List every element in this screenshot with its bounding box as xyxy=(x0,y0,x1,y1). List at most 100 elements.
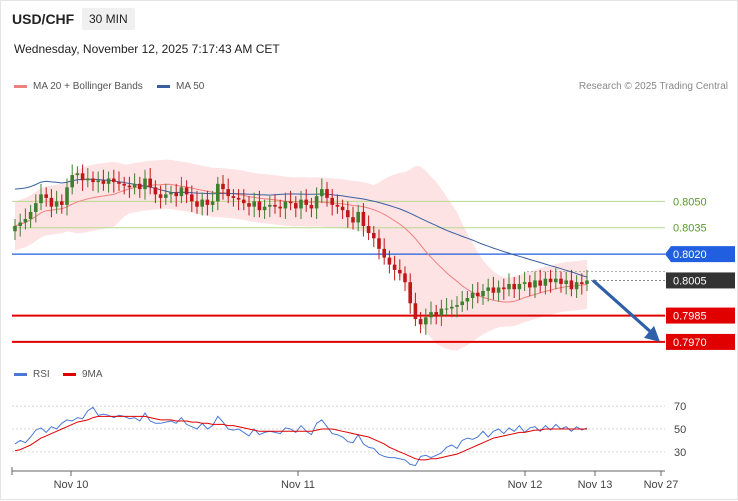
candle xyxy=(424,308,428,335)
candle xyxy=(221,175,225,200)
candle xyxy=(257,190,262,218)
candle-body xyxy=(179,187,184,197)
level-label: 0.8020 xyxy=(673,249,707,261)
candle-body xyxy=(418,319,423,325)
candle xyxy=(533,271,537,299)
candle-body xyxy=(257,201,262,211)
candle-body xyxy=(413,303,418,320)
candle xyxy=(548,269,553,293)
candle xyxy=(340,199,345,219)
candle-body xyxy=(294,203,298,209)
candle-body xyxy=(190,194,194,202)
candle-body xyxy=(143,178,147,190)
candle xyxy=(538,269,542,293)
candle-body xyxy=(522,282,527,284)
candle-body xyxy=(231,196,236,198)
candle-body xyxy=(543,278,548,286)
candle xyxy=(18,213,22,237)
candle xyxy=(242,189,246,211)
level-label: 0.7985 xyxy=(673,311,707,323)
candle xyxy=(80,164,85,191)
candle xyxy=(481,283,485,306)
candle xyxy=(49,189,54,218)
candle xyxy=(314,187,319,219)
candle-body xyxy=(195,201,199,207)
candle-body xyxy=(408,282,412,304)
candle-body xyxy=(351,217,355,223)
candle xyxy=(153,180,158,204)
candle-body xyxy=(184,187,189,195)
candle xyxy=(372,225,376,248)
candle xyxy=(455,296,459,318)
rsi-ma-swatch xyxy=(63,373,76,376)
candle xyxy=(408,273,412,314)
candle-body xyxy=(283,201,288,209)
candle xyxy=(34,194,38,223)
legend-rsi-ma-label: 9MA xyxy=(82,369,103,380)
candle xyxy=(403,266,407,291)
candle xyxy=(335,194,340,214)
ma50-swatch xyxy=(157,85,170,88)
candle-body xyxy=(455,305,459,307)
rsi-swatch xyxy=(14,373,27,376)
candle xyxy=(247,196,251,216)
candle xyxy=(65,178,69,216)
candle xyxy=(502,278,506,300)
candle xyxy=(148,168,152,195)
candle-body xyxy=(158,194,163,198)
candle-body xyxy=(398,269,402,274)
candle-body xyxy=(574,282,579,290)
credit-label: Research © 2025 Trading Central xyxy=(578,81,728,92)
candle-body xyxy=(304,199,308,205)
candle xyxy=(278,199,282,218)
candle-body xyxy=(372,233,376,239)
level-label: 0.8005 xyxy=(673,275,707,287)
candle xyxy=(273,194,277,214)
candle-body xyxy=(460,301,464,306)
candle-body xyxy=(554,278,558,283)
candle-body xyxy=(39,194,43,204)
candle-body xyxy=(34,203,38,212)
candle-body xyxy=(127,185,132,188)
candle xyxy=(268,196,272,218)
candle xyxy=(429,301,433,325)
candle-body xyxy=(80,173,85,181)
x-tick-label: Nov 27 xyxy=(644,479,679,491)
candle-body xyxy=(86,178,90,181)
candle-body xyxy=(268,204,272,207)
ma20-swatch xyxy=(14,85,27,88)
candle-body xyxy=(325,189,329,198)
candle-body xyxy=(216,183,220,202)
candle xyxy=(205,190,210,216)
x-tick-label: Nov 12 xyxy=(508,479,543,491)
candle xyxy=(543,271,548,295)
timeframe-badge[interactable]: 30 MIN xyxy=(82,8,135,30)
candle-body xyxy=(75,173,80,176)
candle xyxy=(70,164,74,195)
candle-body xyxy=(242,199,246,204)
candle-body xyxy=(70,175,74,188)
candle-body xyxy=(439,308,444,316)
candle xyxy=(86,168,90,188)
candle-body xyxy=(247,203,251,207)
candle-body xyxy=(429,312,433,318)
candle xyxy=(164,183,168,205)
candle xyxy=(106,171,111,193)
candle-body xyxy=(548,278,553,283)
candle xyxy=(91,171,95,191)
candle xyxy=(28,204,33,228)
candle xyxy=(564,271,568,295)
candle xyxy=(465,290,470,311)
candle xyxy=(138,176,142,198)
candle xyxy=(184,180,189,204)
candle-body xyxy=(138,183,142,190)
candle-body xyxy=(424,317,428,325)
candle xyxy=(294,196,298,218)
candle xyxy=(13,218,17,241)
candle-body xyxy=(49,197,54,207)
candle xyxy=(559,271,563,293)
candle-body xyxy=(112,178,116,183)
candle-body xyxy=(481,290,485,297)
symbol-title: USD/CHF xyxy=(12,11,75,27)
candle-body xyxy=(387,257,392,265)
